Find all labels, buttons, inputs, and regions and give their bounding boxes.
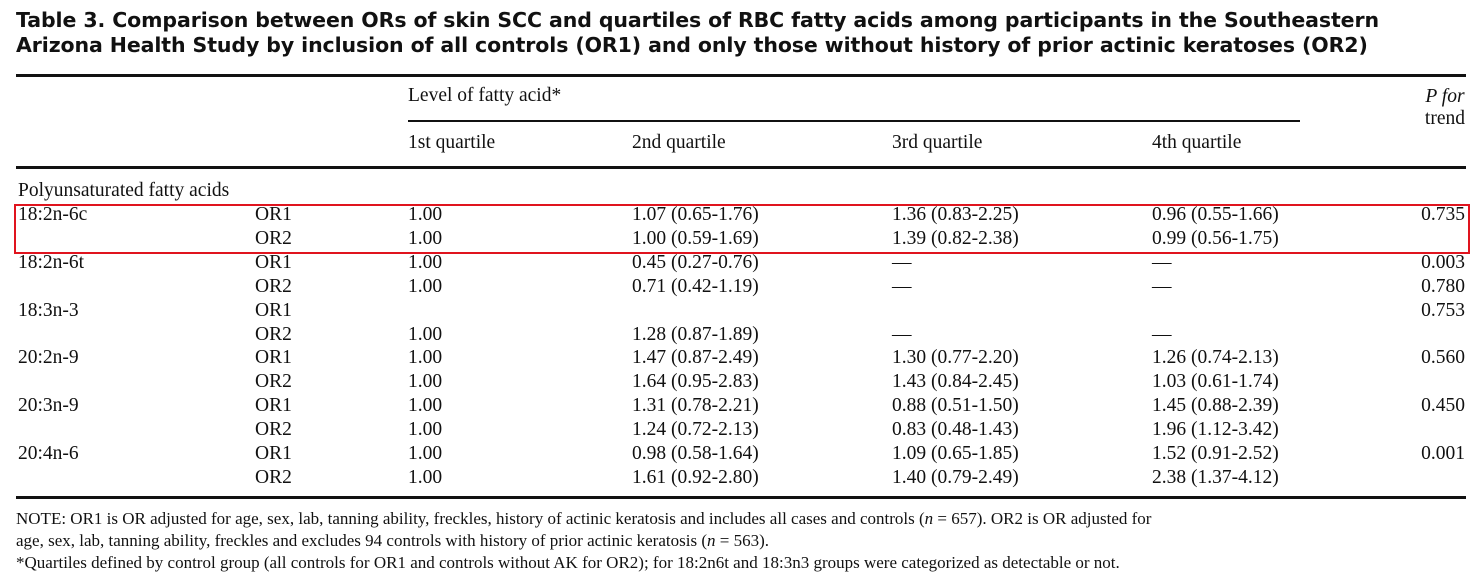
top-rule — [16, 74, 1466, 77]
cell-p-trend: 0.001 — [1421, 443, 1465, 464]
cell-q3: 1.09 (0.65-1.85) — [892, 443, 1019, 464]
cell-q1: 1.00 — [408, 347, 443, 369]
section-label: Polyunsaturated fatty acids — [18, 180, 230, 201]
cell-q2: 1.31 (0.78-2.21) — [632, 395, 759, 417]
cell-q1: 1.00 — [408, 419, 443, 441]
cell-q1: 1.00 — [408, 466, 443, 488]
cell-q4: 0.99 (0.56-1.75) — [1152, 227, 1279, 249]
cell-or: OR2 — [255, 466, 292, 488]
cell-q3: — — [892, 251, 912, 273]
note-line-1: NOTE: OR1 is OR adjusted for age, sex, l… — [16, 509, 1152, 528]
cell-q4: 1.96 (1.12-3.42) — [1152, 419, 1279, 441]
cell-or: OR1 — [255, 347, 292, 369]
cell-or: OR1 — [255, 204, 292, 225]
cell-q2: 0.45 (0.27-0.76) — [632, 251, 759, 273]
header-q3: 3rd quartile — [892, 132, 983, 153]
cell-acid: 18:2n-6t — [18, 251, 85, 273]
cell-q3: 1.40 (0.79-2.49) — [892, 466, 1019, 488]
cell-q1: 1.00 — [408, 251, 443, 273]
highlight-box — [14, 204, 1470, 254]
header-p-line1: P for — [1425, 86, 1465, 108]
cell-q2: 1.47 (0.87-2.49) — [632, 347, 759, 369]
cell-or: OR2 — [255, 323, 292, 345]
cell-q1: 1.00 — [408, 371, 443, 393]
cell-q2: 1.07 (0.65-1.76) — [632, 204, 759, 225]
cell-q4: 1.03 (0.61-1.74) — [1152, 371, 1279, 393]
header-p-line2: trend — [1424, 108, 1465, 129]
cell-p-trend: 0.003 — [1421, 251, 1465, 273]
cell-q2: 0.71 (0.42-1.19) — [632, 275, 759, 297]
cell-q3: 0.88 (0.51-1.50) — [892, 395, 1019, 417]
table-title: Table 3. Comparison between ORs of skin … — [16, 8, 1476, 58]
cell-acid: 18:2n-6c — [18, 204, 88, 225]
cell-q2: 0.98 (0.58-1.64) — [632, 443, 759, 464]
cell-q1: 1.00 — [408, 275, 443, 297]
cell-q3: — — [892, 275, 912, 297]
cell-q2: 1.61 (0.92-2.80) — [632, 466, 759, 488]
cell-q1: 1.00 — [408, 395, 443, 417]
bottom-rule — [16, 496, 1466, 499]
footnote: *Quartiles defined by control group (all… — [16, 553, 1120, 572]
cell-q3: — — [892, 323, 912, 345]
cell-q4: — — [1152, 251, 1172, 273]
cell-q4: 0.96 (0.55-1.66) — [1152, 204, 1279, 225]
header-p-trend: P for trend — [1425, 86, 1465, 130]
cell-p-trend: 0.753 — [1421, 299, 1465, 321]
cell-q4: 1.45 (0.88-2.39) — [1152, 395, 1279, 417]
cell-p-trend: 0.735 — [1421, 204, 1465, 225]
header-q4: 4th quartile — [1152, 132, 1242, 153]
cell-or: OR2 — [255, 419, 292, 441]
cell-or: OR2 — [255, 371, 292, 393]
header-q2: 2nd quartile — [632, 132, 726, 153]
cell-q4: — — [1152, 275, 1172, 297]
group-rule — [408, 120, 1300, 122]
cell-acid: 20:4n-6 — [18, 443, 79, 464]
p-italic: P for — [1425, 86, 1465, 107]
cell-q3: 1.39 (0.82-2.38) — [892, 227, 1019, 249]
cell-or: OR2 — [255, 227, 292, 249]
header-level-of-fatty-acid: Level of fatty acid* — [408, 85, 562, 106]
cell-q2: 1.24 (0.72-2.13) — [632, 419, 759, 441]
cell-p-trend: 0.780 — [1421, 275, 1465, 297]
cell-p-trend: 0.560 — [1421, 347, 1465, 369]
cell-q3: 1.30 (0.77-2.20) — [892, 347, 1019, 369]
cell-q2: 1.28 (0.87-1.89) — [632, 323, 759, 345]
cell-q4: — — [1152, 323, 1172, 345]
cell-q1: 1.00 — [408, 443, 443, 464]
cell-acid: 18:3n-3 — [18, 299, 79, 321]
cell-acid: 20:2n-9 — [18, 347, 79, 369]
cell-q2: 1.00 (0.59-1.69) — [632, 227, 759, 249]
title-line-2: Arizona Health Study by inclusion of all… — [16, 33, 1368, 57]
header-q1: 1st quartile — [408, 132, 496, 153]
cell-q1: 1.00 — [408, 227, 443, 249]
cell-or: OR1 — [255, 443, 292, 464]
cell-q3: 1.43 (0.84-2.45) — [892, 371, 1019, 393]
cell-or: OR2 — [255, 275, 292, 297]
note-line-2: age, sex, lab, tanning ability, freckles… — [16, 531, 769, 550]
cell-q3: 0.83 (0.48-1.43) — [892, 419, 1019, 441]
cell-or: OR1 — [255, 395, 292, 417]
cell-or: OR1 — [255, 299, 292, 321]
cell-q4: 2.38 (1.37-4.12) — [1152, 466, 1279, 488]
title-line-1: Table 3. Comparison between ORs of skin … — [16, 8, 1379, 32]
cell-q4: 1.52 (0.91-2.52) — [1152, 443, 1279, 464]
cell-q3: 1.36 (0.83-2.25) — [892, 204, 1019, 225]
header-bottom-rule — [16, 166, 1466, 169]
cell-q2: 1.64 (0.95-2.83) — [632, 371, 759, 393]
cell-or: OR1 — [255, 251, 292, 273]
cell-acid: 20:3n-9 — [18, 395, 79, 417]
cell-q1: 1.00 — [408, 323, 443, 345]
cell-p-trend: 0.450 — [1421, 395, 1465, 417]
cell-q4: 1.26 (0.74-2.13) — [1152, 347, 1279, 369]
cell-q1: 1.00 — [408, 204, 443, 225]
